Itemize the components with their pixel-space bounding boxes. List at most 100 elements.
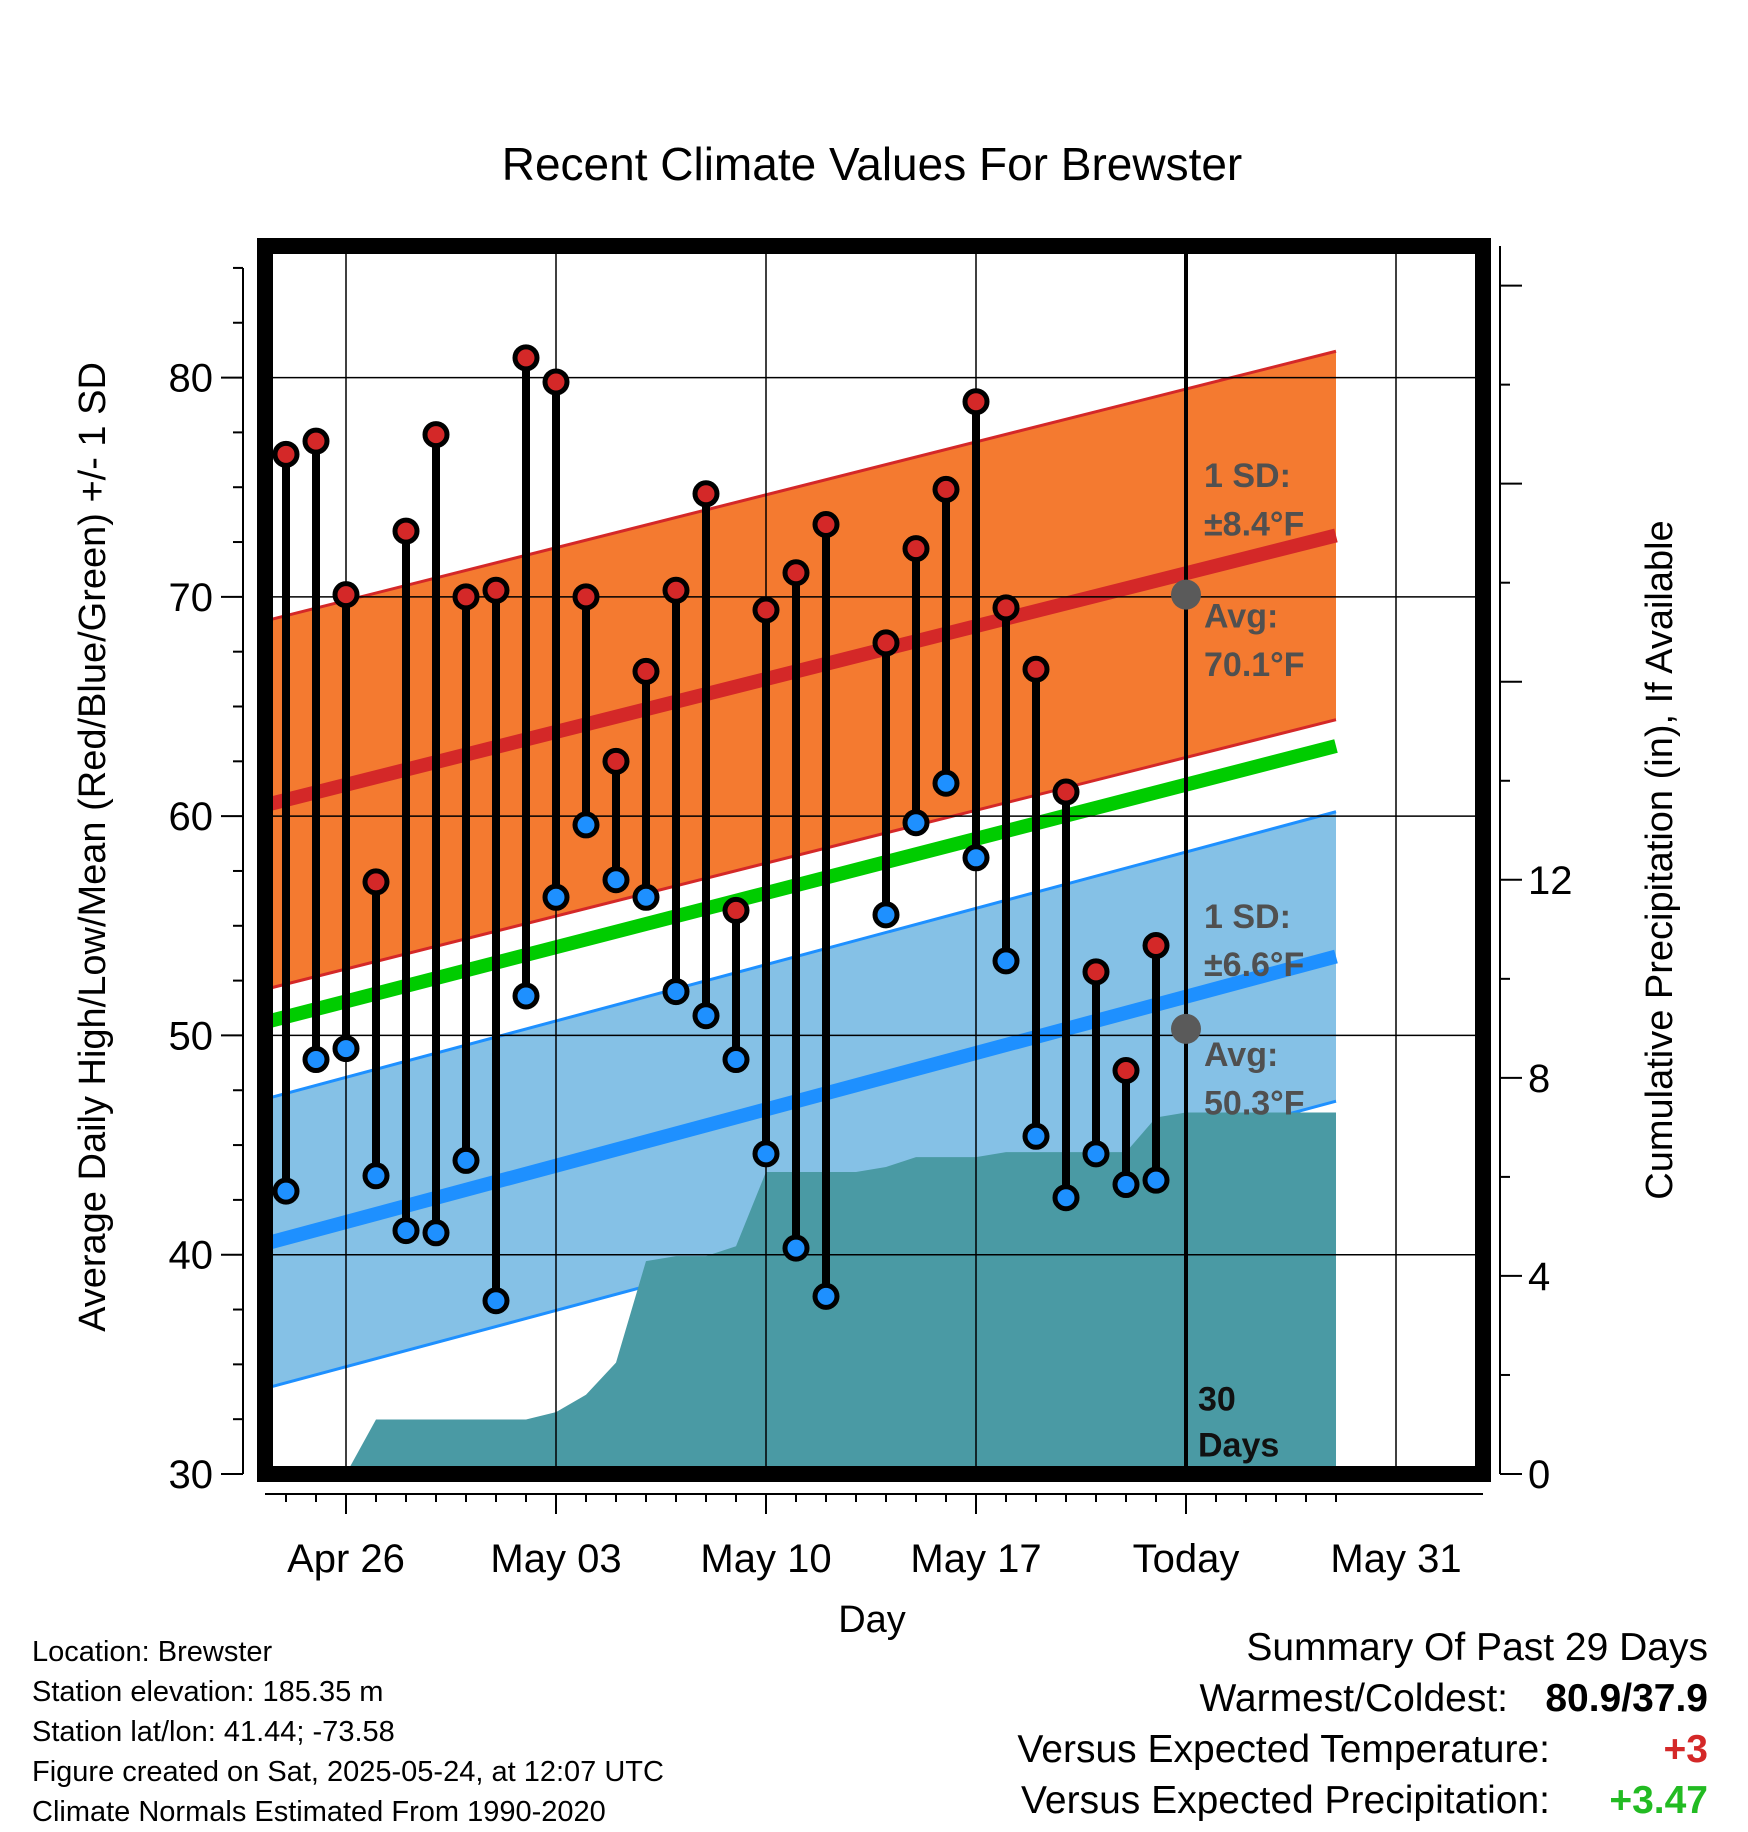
daily-high-point [992, 594, 1020, 622]
daily-low-point [392, 1217, 420, 1245]
daily-low-point [542, 883, 570, 911]
daily-low-point [602, 866, 630, 894]
daily-high-point [512, 344, 540, 372]
low-sd-label: 1 SD: [1204, 898, 1291, 936]
daily-high-point [932, 475, 960, 503]
warm-cold-value: 80.9/37.9 [1545, 1677, 1708, 1720]
low-avg-value: 50.3°F [1204, 1084, 1305, 1122]
daily-low-point [1022, 1122, 1050, 1150]
y2-axis-label: Cumulative Precipitation (in), If Availa… [1639, 520, 1681, 1199]
x-axis-label: Day [838, 1599, 906, 1641]
daily-high-point [272, 440, 300, 468]
latlon-line: Station lat/lon: 41.44; -73.58 [32, 1716, 395, 1748]
y-tick-label: 30 [169, 1453, 214, 1497]
daily-high-point [572, 583, 600, 611]
daily-high-point [752, 596, 780, 624]
daily-high-point [542, 368, 570, 396]
daily-low-point [962, 844, 990, 872]
daily-high-point [782, 559, 810, 587]
daily-low-point [692, 1002, 720, 1030]
daily-high-point [482, 576, 510, 604]
daily-high-point [692, 480, 720, 508]
daily-high-point [812, 510, 840, 538]
daily-low-point [512, 982, 540, 1010]
high-sd-band-upper-edge [264, 349, 1337, 623]
y2-tick-label: 8 [1528, 1057, 1550, 1101]
daily-high-point [1022, 655, 1050, 683]
daily-low-point [1052, 1184, 1080, 1212]
daily-low-point [632, 883, 660, 911]
summary-heading: Summary Of Past 29 Days [1246, 1626, 1708, 1669]
today-low-normal-marker [1171, 1013, 1201, 1044]
daily-high-point [872, 629, 900, 657]
daily-high-point [662, 576, 690, 604]
summary-temp: Versus Expected Temperature: +3 [1017, 1724, 1708, 1775]
chart-title: Recent Climate Values For Brewster [502, 138, 1243, 190]
daily-high-point [422, 421, 450, 449]
summary-panel: Summary Of Past 29 Days Warmest/Coldest:… [1017, 1622, 1708, 1826]
daily-low-point [1142, 1166, 1170, 1194]
daily-high-point [302, 427, 330, 455]
daily-high-point [902, 535, 930, 563]
normals-line: Climate Normals Estimated From 1990-2020 [32, 1796, 606, 1828]
plot-frame [257, 238, 1491, 1482]
daily-low-point [1112, 1171, 1140, 1199]
daily-low-point [932, 769, 960, 797]
low-sd-value: ±6.6°F [1204, 946, 1304, 984]
x-tick-label: May 17 [910, 1537, 1041, 1581]
daily-low-point [1082, 1140, 1110, 1168]
daily-high-point [722, 896, 750, 924]
daily-low-point [302, 1046, 330, 1074]
summary-warm-cold: Warmest/Coldest: 80.9/37.9 [1017, 1673, 1708, 1724]
high-sd-band-lower-edge [264, 718, 1337, 991]
low-sd-band-upper-edge [264, 810, 1337, 1101]
daily-low-point [362, 1162, 390, 1190]
temp-vs-expected-value: +3 [1663, 1728, 1708, 1771]
summary-precip: Versus Expected Precipitation: +3.47 [1017, 1775, 1708, 1826]
window-days-unit: Days [1198, 1426, 1279, 1464]
y-tick-label: 80 [169, 357, 214, 401]
daily-low-point [782, 1234, 810, 1262]
normal-high-line [263, 528, 1338, 812]
daily-high-point [1082, 958, 1110, 986]
daily-low-point [482, 1287, 510, 1315]
normal-mean-line [263, 739, 1338, 1030]
daily-high-point [1142, 932, 1170, 960]
x-tick-label: May 10 [700, 1537, 831, 1581]
high-sd-value: ±8.4°F [1204, 505, 1304, 543]
daily-low-point [662, 978, 690, 1006]
daily-high-point [1112, 1057, 1140, 1085]
daily-high-point [1052, 778, 1080, 806]
daily-high-point [332, 581, 360, 609]
daily-low-point [992, 947, 1020, 975]
high-sd-label: 1 SD: [1204, 457, 1291, 495]
daily-low-point [722, 1046, 750, 1074]
daily-low-point [752, 1140, 780, 1168]
daily-low-point [902, 809, 930, 837]
daily-low-point [452, 1146, 480, 1174]
y-tick-label: 40 [169, 1234, 214, 1278]
y-tick-label: 50 [169, 1014, 214, 1058]
daily-high-point [362, 868, 390, 896]
precip-vs-expected-label: Versus Expected Precipitation: [1021, 1779, 1550, 1822]
station-info: Location: Brewster Station elevation: 18… [32, 1632, 664, 1832]
daily-low-point [812, 1282, 840, 1310]
daily-low-point [422, 1219, 450, 1247]
daily-low-point [572, 811, 600, 839]
today-high-normal-marker [1171, 579, 1201, 610]
daily-high-point [632, 657, 660, 685]
daily-high-point [602, 747, 630, 775]
x-tick-label: May 03 [490, 1537, 621, 1581]
created-line: Figure created on Sat, 2025-05-24, at 12… [32, 1756, 664, 1788]
daily-high-point [392, 517, 420, 545]
temp-vs-expected-label: Versus Expected Temperature: [1017, 1728, 1550, 1771]
elevation-line: Station elevation: 185.35 m [32, 1676, 384, 1708]
warm-cold-label: Warmest/Coldest: [1199, 1677, 1508, 1720]
daily-low-point [332, 1035, 360, 1063]
y-tick-label: 60 [169, 795, 214, 839]
precip-vs-expected-value: +3.47 [1609, 1779, 1708, 1822]
daily-low-point [272, 1177, 300, 1205]
daily-high-point [452, 583, 480, 611]
high-avg-value: 70.1°F [1204, 646, 1305, 684]
